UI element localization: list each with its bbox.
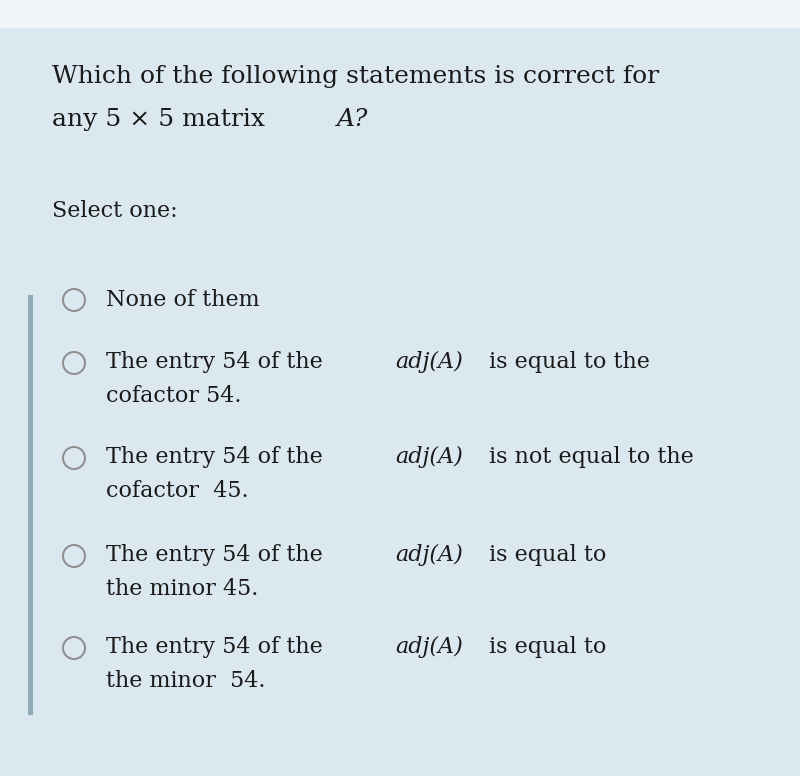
Text: cofactor 54.: cofactor 54.	[106, 385, 242, 407]
Text: None of them: None of them	[106, 289, 260, 311]
Text: is equal to the: is equal to the	[482, 351, 650, 373]
Text: cofactor  45.: cofactor 45.	[106, 480, 249, 502]
Bar	[28, 295, 33, 715]
Text: the minor  54.: the minor 54.	[106, 670, 266, 692]
Text: the minor 45.: the minor 45.	[106, 578, 258, 600]
Text: is not equal to the: is not equal to the	[482, 446, 694, 468]
Text: any 5 × 5 matrix: any 5 × 5 matrix	[52, 108, 273, 131]
Bar	[0, 0, 800, 28]
Text: is equal to: is equal to	[482, 636, 606, 658]
Text: is equal to: is equal to	[482, 544, 606, 566]
Text: Which of the following statements is correct for: Which of the following statements is cor…	[52, 65, 659, 88]
Text: Select one:: Select one:	[52, 200, 178, 222]
Text: adj(A): adj(A)	[395, 351, 462, 373]
Text: The entry 54 of the: The entry 54 of the	[106, 544, 330, 566]
Text: The entry 54 of the: The entry 54 of the	[106, 351, 330, 373]
Text: adj(A): adj(A)	[395, 636, 462, 658]
Text: The entry 54 of the: The entry 54 of the	[106, 446, 330, 468]
Text: adj(A): adj(A)	[395, 446, 462, 468]
Text: A?: A?	[337, 108, 368, 131]
Text: adj(A): adj(A)	[395, 544, 462, 566]
Text: The entry 54 of the: The entry 54 of the	[106, 636, 330, 658]
